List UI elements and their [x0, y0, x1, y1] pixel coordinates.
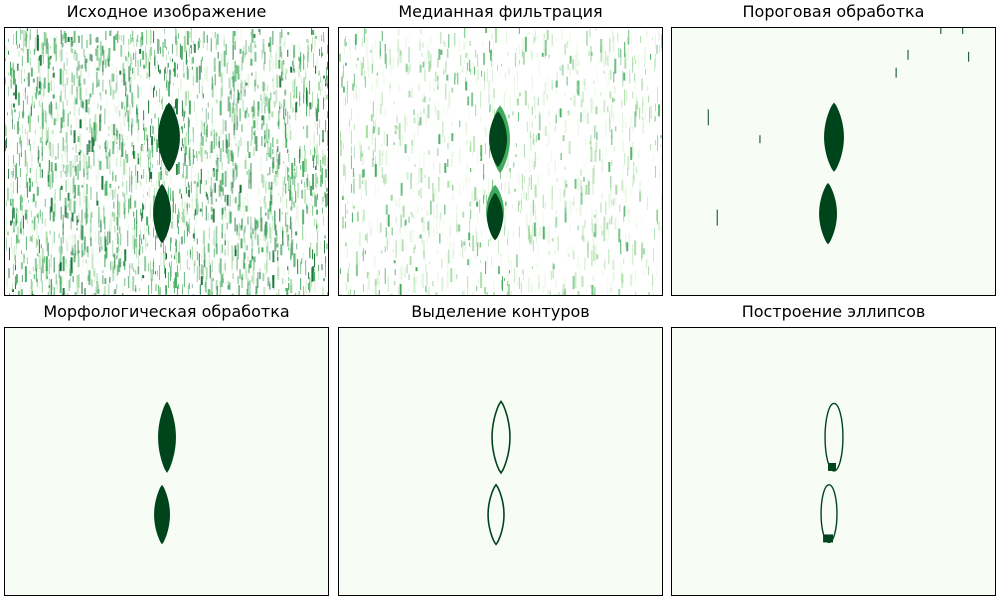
lower-object — [819, 182, 837, 245]
upper-object — [824, 102, 844, 172]
upper-contour — [491, 399, 511, 475]
ellipse-tip — [828, 462, 836, 471]
contours-canvas — [339, 328, 662, 595]
lower-contour — [487, 483, 505, 546]
threshold-speck — [968, 51, 970, 62]
median-filter-canvas — [339, 28, 662, 295]
upper-object — [158, 401, 176, 473]
panel-threshold — [671, 27, 996, 296]
panel-title-contours: Выделение контуров — [411, 302, 590, 321]
panel-title-morphology: Морфологическая обработка — [43, 302, 290, 321]
threshold-speck — [716, 209, 718, 226]
panel-title-threshold: Пороговая обработка — [742, 2, 925, 21]
ellipse-tip — [823, 534, 834, 543]
upper-object — [158, 102, 180, 172]
panel-median-filter — [338, 27, 663, 296]
panel-contours — [338, 327, 663, 596]
threshold-speck — [907, 49, 909, 60]
ellipses-canvas — [672, 328, 995, 595]
panel-title-ellipses: Построение эллипсов — [741, 302, 926, 321]
morphology-canvas — [5, 328, 328, 595]
panel-ellipses — [671, 327, 996, 596]
threshold-canvas — [672, 28, 995, 295]
original-image-canvas — [5, 28, 328, 295]
upper-object — [489, 111, 507, 167]
lower-object — [487, 192, 503, 241]
threshold-speck — [940, 28, 942, 34]
upper-ellipse — [824, 402, 844, 472]
threshold-speck — [895, 67, 897, 78]
lower-object — [153, 183, 171, 244]
threshold-speck — [707, 109, 709, 126]
threshold-speck — [759, 135, 761, 144]
panel-title-original: Исходное изображение — [66, 2, 267, 21]
panel-title-median: Медианная фильтрация — [398, 2, 603, 21]
threshold-speck — [962, 28, 964, 34]
lower-object — [154, 484, 170, 545]
panel-morphology — [4, 327, 329, 596]
panel-original-image — [4, 27, 329, 296]
